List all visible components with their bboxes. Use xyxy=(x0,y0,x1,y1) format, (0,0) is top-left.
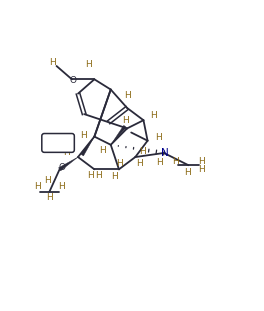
Text: H: H xyxy=(49,58,56,67)
FancyBboxPatch shape xyxy=(42,133,74,152)
Text: O: O xyxy=(69,76,76,85)
Text: H: H xyxy=(80,131,87,140)
Text: H: H xyxy=(155,133,162,142)
Text: H: H xyxy=(172,157,178,166)
Text: N: N xyxy=(161,148,169,158)
Text: H: H xyxy=(199,157,205,166)
Text: Abs: Abs xyxy=(49,138,67,148)
Text: H: H xyxy=(85,60,92,69)
Text: H: H xyxy=(44,176,51,185)
Text: H: H xyxy=(46,193,53,202)
Text: H: H xyxy=(122,116,129,125)
Text: H: H xyxy=(157,158,163,167)
Text: H: H xyxy=(150,111,157,120)
Text: H: H xyxy=(99,146,106,156)
Text: H: H xyxy=(95,171,102,180)
Polygon shape xyxy=(59,157,78,171)
Polygon shape xyxy=(81,137,95,156)
Text: H: H xyxy=(139,147,146,156)
Text: H: H xyxy=(34,182,40,191)
Text: H: H xyxy=(87,171,94,180)
Text: H: H xyxy=(199,165,205,174)
Text: H: H xyxy=(184,168,191,177)
Text: H: H xyxy=(136,159,143,168)
Text: H: H xyxy=(124,91,130,100)
Polygon shape xyxy=(111,125,126,145)
Text: O: O xyxy=(58,163,65,172)
Text: H: H xyxy=(111,172,118,181)
Text: H: H xyxy=(63,148,70,157)
Text: H: H xyxy=(58,182,65,191)
Text: H: H xyxy=(117,159,123,168)
